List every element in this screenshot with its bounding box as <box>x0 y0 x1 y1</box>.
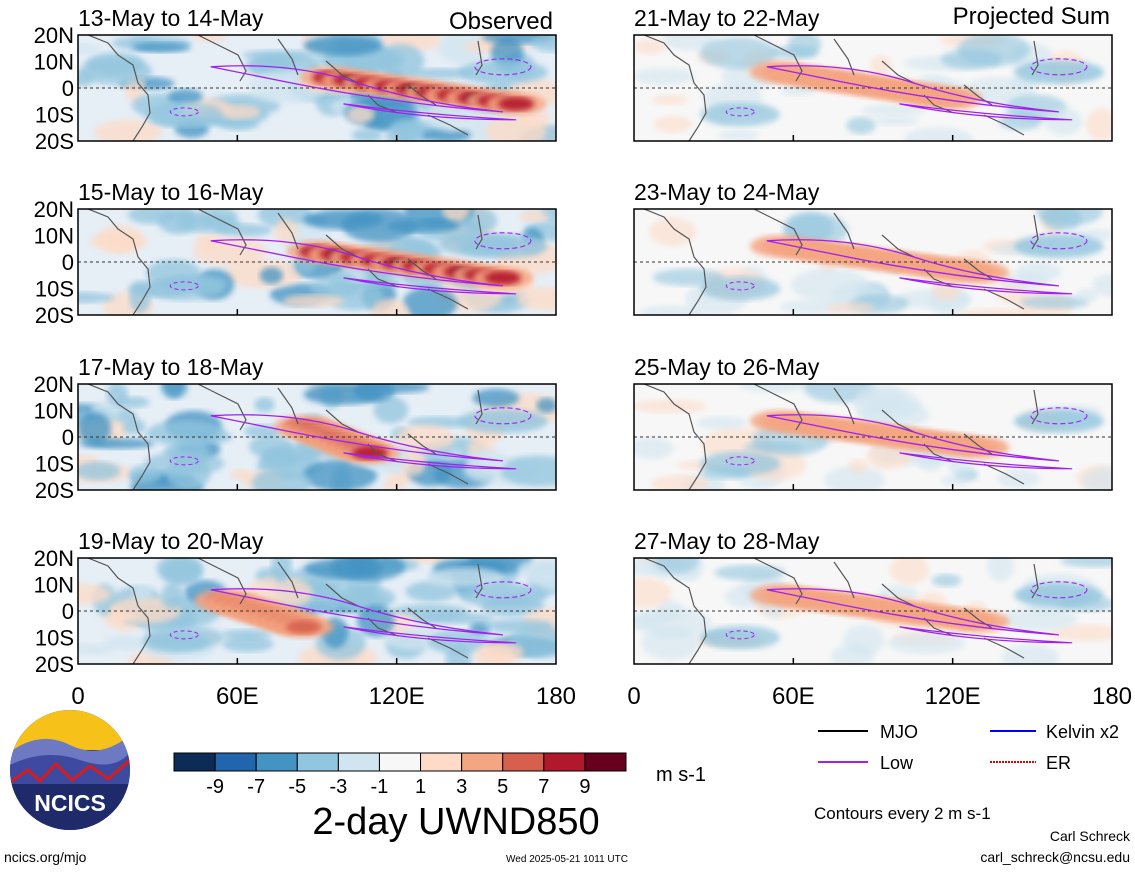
panel-title: 15-May to 16-May <box>78 179 264 205</box>
colorbar-tick-label: 9 <box>579 776 590 798</box>
legend: MJO Kelvin x2 Low ER Contours every 2 m … <box>814 722 1119 823</box>
footer-url: ncics.org/mjo <box>4 849 87 865</box>
x-tick-label: 0 <box>71 683 84 710</box>
y-tick-label: 20N <box>34 546 74 571</box>
map-panel: 27-May to 28-May 0 60E 120E 180 <box>627 528 1132 710</box>
footer-author: Carl Schreck <box>1050 828 1131 844</box>
y-tick-label: 20S <box>35 652 74 677</box>
y-tick-label: 0 <box>62 76 74 101</box>
panel-title: 25-May to 26-May <box>634 354 820 380</box>
colorbar-tick-label: 3 <box>456 776 467 798</box>
contour-note: Contours every 2 m s-1 <box>814 804 991 823</box>
colorbar-tick-label: 5 <box>497 776 508 798</box>
y-tick-label: 20S <box>35 303 74 328</box>
y-tick-label: 0 <box>62 250 74 275</box>
panel-title: 19-May to 20-May <box>78 528 264 554</box>
colorbar-tick-label: -1 <box>371 776 389 798</box>
panel-title: 23-May to 24-May <box>634 179 820 205</box>
x-tick-label: 180 <box>1092 683 1132 710</box>
x-tick-label: 120E <box>369 683 425 710</box>
colorbar-swatch <box>543 752 586 772</box>
colorbar-swatch <box>502 752 545 772</box>
legend-label-low: Low <box>880 753 914 773</box>
colorbar-units: m s-1 <box>656 764 706 786</box>
colorbar-tick-label: 1 <box>415 776 426 798</box>
colorbar: -9 -7 -5 -3 -1 1 3 5 7 9 <box>173 752 627 798</box>
observed-label: Observed <box>449 8 553 35</box>
y-tick-label: 10N <box>34 224 74 249</box>
colorbar-swatch <box>378 752 422 772</box>
y-tick-label: 20N <box>34 197 74 222</box>
y-tick-label: 10S <box>35 626 74 651</box>
colorbar-swatch <box>214 752 257 772</box>
panel-title: 27-May to 28-May <box>634 528 820 554</box>
colorbar-swatch <box>296 752 339 772</box>
x-tick-label: 180 <box>536 683 576 710</box>
panel-title: 21-May to 22-May <box>634 5 820 31</box>
y-tick-label: 0 <box>62 599 74 624</box>
x-tick-label: 120E <box>925 683 981 710</box>
y-tick-label: 20S <box>35 478 74 503</box>
logo-text: NCICS <box>34 790 106 816</box>
y-tick-label: 10S <box>35 452 74 477</box>
x-tick-label: 0 <box>627 683 640 710</box>
chart-title: 2-day UWND850 <box>312 801 599 843</box>
colorbar-tick-label: -3 <box>329 776 347 798</box>
colorbar-swatch <box>461 752 504 772</box>
colorbar-swatch <box>255 752 298 772</box>
colorbar-tick-label: -5 <box>288 776 306 798</box>
ncics-logo: NCICS <box>10 710 130 830</box>
y-tick-label: 10S <box>35 103 74 128</box>
y-tick-label: 10N <box>34 50 74 75</box>
map-panel: 25-May to 26-May <box>633 354 1113 491</box>
legend-label-kelvin: Kelvin x2 <box>1046 722 1119 742</box>
y-tick-label: 10N <box>34 399 74 424</box>
colorbar-swatch <box>173 752 216 772</box>
y-tick-label: 10N <box>34 573 74 598</box>
colorbar-swatch <box>420 752 463 772</box>
x-tick-label: 60E <box>772 683 815 710</box>
y-tick-label: 20N <box>34 23 74 48</box>
colorbar-tick-label: -7 <box>247 776 265 798</box>
colorbar-swatch <box>584 752 627 772</box>
x-tick-label: 60E <box>216 683 259 710</box>
projected-sum-label: Projected Sum <box>953 3 1110 30</box>
map-panel: 21-May to 22-May <box>633 5 1113 142</box>
colorbar-tick-label: -9 <box>206 776 224 798</box>
footer-timestamp: Wed 2025-05-21 1011 UTC <box>506 854 628 865</box>
map-panel: 23-May to 24-May <box>633 179 1113 316</box>
footer-email: carl_schreck@ncsu.edu <box>980 849 1130 865</box>
y-tick-label: 20S <box>35 129 74 154</box>
y-tick-label: 0 <box>62 425 74 450</box>
panel-title: 17-May to 18-May <box>78 354 264 380</box>
legend-label-er: ER <box>1046 753 1071 773</box>
colorbar-swatch <box>337 752 380 772</box>
y-tick-label: 20N <box>34 372 74 397</box>
y-tick-label: 10S <box>35 277 74 302</box>
colorbar-tick-label: 7 <box>538 776 549 798</box>
legend-label-mjo: MJO <box>880 722 918 742</box>
panel-title: 13-May to 14-May <box>78 5 264 31</box>
